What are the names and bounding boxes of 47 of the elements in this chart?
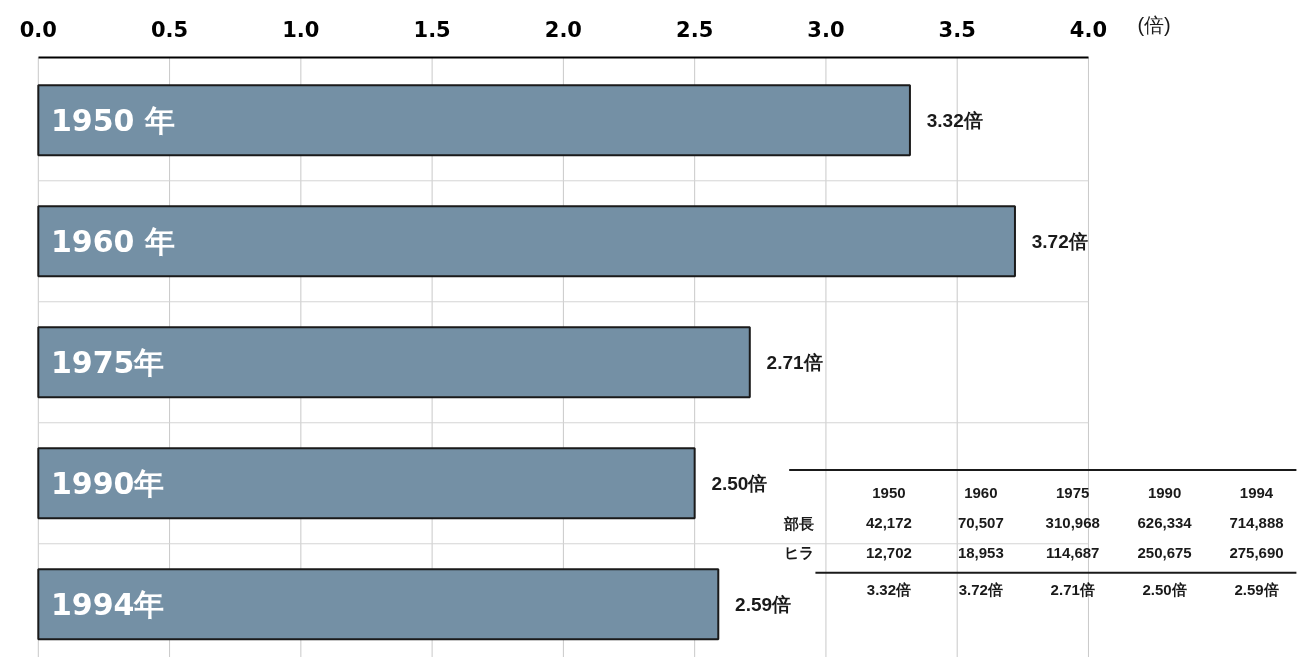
text: 2.71倍 [1050,581,1095,599]
data-label: 2.71倍 [766,351,823,373]
x-tick-label: 1.5 [413,18,451,43]
y-tick-label: 1990年 [50,465,165,501]
text: 626,334 [1137,514,1193,532]
text: 1990 [1147,483,1182,501]
text: 3.72倍 [958,581,1003,599]
annotation: 42,172 [866,514,912,532]
data-label: 2.50倍 [711,472,768,494]
x-tick-label: 0.0 [19,18,57,43]
bar [37,447,696,520]
bar [37,568,720,641]
text: 250,675 [1137,543,1192,561]
x-tick-label: 2.5 [676,18,714,43]
y-tick-label: 1950 年 [50,102,175,138]
annotation: 部長 [782,514,814,532]
y-tick-label: 1975年 [50,344,165,380]
bar [37,205,1016,278]
x-tick-label: 4.0 [1069,18,1108,43]
bar [37,84,911,157]
text: 275,690 [1229,543,1284,561]
annotation: 114,687 [1046,543,1100,561]
annotation: ヒラ [783,544,814,562]
annotation: 1975 [1056,483,1090,501]
x-tick-label: 1.0 [282,18,320,43]
annotation: 310,968 [1045,514,1100,532]
y-tick-label: 1960 年 [50,223,175,259]
data-label: 2.59倍 [735,593,792,615]
text: 714,888 [1229,514,1284,532]
annotation: 18,953 [957,543,1004,561]
x-tick-label: 3.5 [938,18,976,43]
data-label: 3.72倍 [1031,230,1088,252]
annotation: 1960 [964,483,998,501]
annotation: 70,507 [957,514,1004,532]
text: 3.32倍 [866,581,912,599]
x-tick-label: 0.5 [150,18,189,43]
x-tick-label: 3.0 [807,18,845,43]
x-axis-title: (倍) [1137,14,1171,37]
text: 2.50倍 [1142,581,1187,599]
text: 2.59倍 [1234,581,1279,599]
data-label: 3.32倍 [926,109,983,131]
bar [37,326,751,399]
y-tick-label: 1994年 [50,586,165,622]
annotation: 12,702 [866,543,912,561]
text: 1994 [1239,483,1274,501]
x-tick-label: 2.0 [544,18,582,43]
annotation: 1950 [872,483,906,501]
